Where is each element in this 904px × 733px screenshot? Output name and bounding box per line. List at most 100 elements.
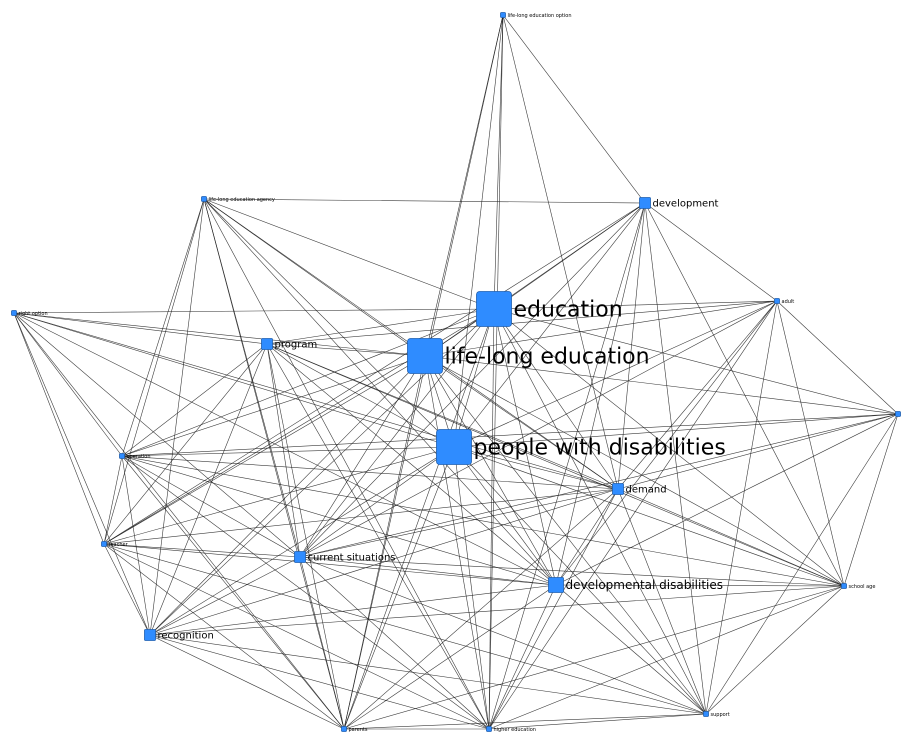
node-box-right-node[interactable] <box>895 411 901 417</box>
edge-right-node-current-situations <box>299 413 899 558</box>
edge-right-option-teacher <box>13 312 105 545</box>
node-box-lifelong-education-agency[interactable] <box>201 196 207 202</box>
edge-current-situations-support <box>299 556 707 715</box>
node-parents[interactable]: parents <box>341 726 368 733</box>
node-recognition[interactable]: recognition <box>144 629 214 642</box>
node-label-lifelong-education-option: life-long education option <box>508 13 572 19</box>
edge-lifelong-education-agency-higher-education <box>203 198 490 730</box>
edge-development-people-with-disabilities <box>453 202 646 448</box>
node-development[interactable]: development <box>639 197 719 210</box>
edge-development-teacher <box>103 202 646 545</box>
node-label-right-option: right option <box>19 311 48 317</box>
edge-people-with-disabilities-demand <box>453 446 619 490</box>
node-developmental-disabilities[interactable]: developmental disabilities <box>548 577 724 593</box>
edge-program-developmental-disabilities <box>266 343 557 586</box>
node-box-demand[interactable] <box>612 483 624 495</box>
edge-operation-current-situations <box>121 455 301 558</box>
edge-support-parents <box>343 713 707 730</box>
edge-teacher-developmental-disabilities <box>103 543 557 586</box>
node-box-education[interactable] <box>476 291 512 327</box>
edge-development-support <box>644 202 707 715</box>
edge-education-developmental-disabilities <box>493 308 557 586</box>
node-lifelong-education-agency[interactable]: life-long education agency <box>201 196 275 203</box>
edge-lifelong-education-agency-developmental-disabilities <box>203 198 557 586</box>
edge-developmental-disabilities-school-age <box>555 584 845 587</box>
edge-right-node-school-age <box>843 413 899 587</box>
node-label-higher-education: higher education <box>494 727 536 733</box>
edge-adult-developmental-disabilities <box>555 300 778 586</box>
node-box-recognition[interactable] <box>144 629 156 641</box>
node-label-people-with-disabilities: people with disabilities <box>474 436 726 461</box>
node-box-support[interactable] <box>703 711 709 717</box>
node-box-current-situations[interactable] <box>294 551 306 563</box>
edge-right-option-people-with-disabilities <box>13 312 455 448</box>
edge-lifelong-education-school-age <box>424 355 845 587</box>
edge-development-lifelong-education-agency <box>203 198 646 204</box>
node-box-higher-education[interactable] <box>486 726 492 732</box>
node-label-operation: operation <box>127 454 151 460</box>
node-people-with-disabilities[interactable]: people with disabilities <box>436 429 726 465</box>
edge-education-right-option <box>13 308 495 314</box>
edge-lifelong-education-option-people-with-disabilities <box>453 14 504 448</box>
node-current-situations[interactable]: current situations <box>294 551 396 564</box>
node-box-teacher[interactable] <box>101 541 107 547</box>
node-program[interactable]: program <box>261 338 318 351</box>
edge-development-school-age <box>644 202 845 587</box>
edge-operation-recognition <box>121 455 151 636</box>
node-box-program[interactable] <box>261 338 273 350</box>
edge-lifelong-education-option-education <box>493 14 504 310</box>
edge-operation-higher-education <box>121 455 490 730</box>
edge-demand-current-situations <box>299 488 619 558</box>
node-support[interactable]: support <box>703 711 730 718</box>
edge-teacher-parents <box>103 543 345 730</box>
edge-current-situations-developmental-disabilities <box>299 556 557 586</box>
node-label-adult: adult <box>782 299 795 305</box>
edge-people-with-disabilities-support <box>453 446 707 715</box>
edge-program-school-age <box>266 343 845 587</box>
node-box-lifelong-education[interactable] <box>407 338 443 374</box>
edge-program-recognition <box>149 343 268 636</box>
edge-current-situations-higher-education <box>299 556 490 730</box>
node-demand[interactable]: demand <box>612 483 667 496</box>
node-box-school-age[interactable] <box>841 583 847 589</box>
edge-teacher-recognition <box>103 543 151 636</box>
node-adult[interactable]: adult <box>774 298 795 305</box>
node-operation[interactable]: operation <box>119 453 151 460</box>
node-box-adult[interactable] <box>774 298 780 304</box>
node-lifelong-education-option[interactable]: life-long education option <box>500 12 572 19</box>
edge-right-option-current-situations <box>13 312 301 558</box>
node-higher-education[interactable]: higher education <box>486 726 536 733</box>
edge-operation-demand <box>121 455 619 490</box>
node-box-lifelong-education-option[interactable] <box>500 12 506 18</box>
edge-education-demand <box>493 308 619 490</box>
edge-people-with-disabilities-developmental-disabilities <box>453 446 557 586</box>
node-lifelong-education[interactable]: life-long education <box>407 338 650 374</box>
edge-lifelong-education-agency-recognition <box>149 198 205 636</box>
node-box-operation[interactable] <box>119 453 125 459</box>
node-label-lifelong-education-agency: life-long education agency <box>209 197 275 203</box>
edge-right-node-people-with-disabilities <box>453 413 899 448</box>
node-right-node[interactable] <box>895 411 901 417</box>
edge-current-situations-school-age <box>299 556 845 587</box>
node-education[interactable]: education <box>476 291 623 327</box>
node-teacher[interactable]: teacher <box>101 541 129 548</box>
edge-recognition-higher-education <box>149 634 490 730</box>
edge-developmental-disabilities-parents <box>343 584 557 730</box>
edge-program-people-with-disabilities <box>266 343 455 448</box>
node-box-developmental-disabilities[interactable] <box>548 577 564 593</box>
edge-right-node-support <box>705 413 899 715</box>
edge-demand-school-age <box>617 488 845 587</box>
node-right-option[interactable]: right option <box>11 310 48 317</box>
node-box-right-option[interactable] <box>11 310 17 316</box>
edge-education-school-age <box>493 308 845 587</box>
edge-lifelong-education-agency-people-with-disabilities <box>203 198 455 448</box>
edge-adult-program <box>266 300 778 345</box>
node-box-development[interactable] <box>639 197 651 209</box>
edge-operation-developmental-disabilities <box>121 455 557 586</box>
node-box-parents[interactable] <box>341 726 347 732</box>
node-school-age[interactable]: school age <box>841 583 876 590</box>
edge-school-age-recognition <box>149 585 845 636</box>
node-box-people-with-disabilities[interactable] <box>436 429 472 465</box>
node-label-school-age: school age <box>849 584 876 590</box>
